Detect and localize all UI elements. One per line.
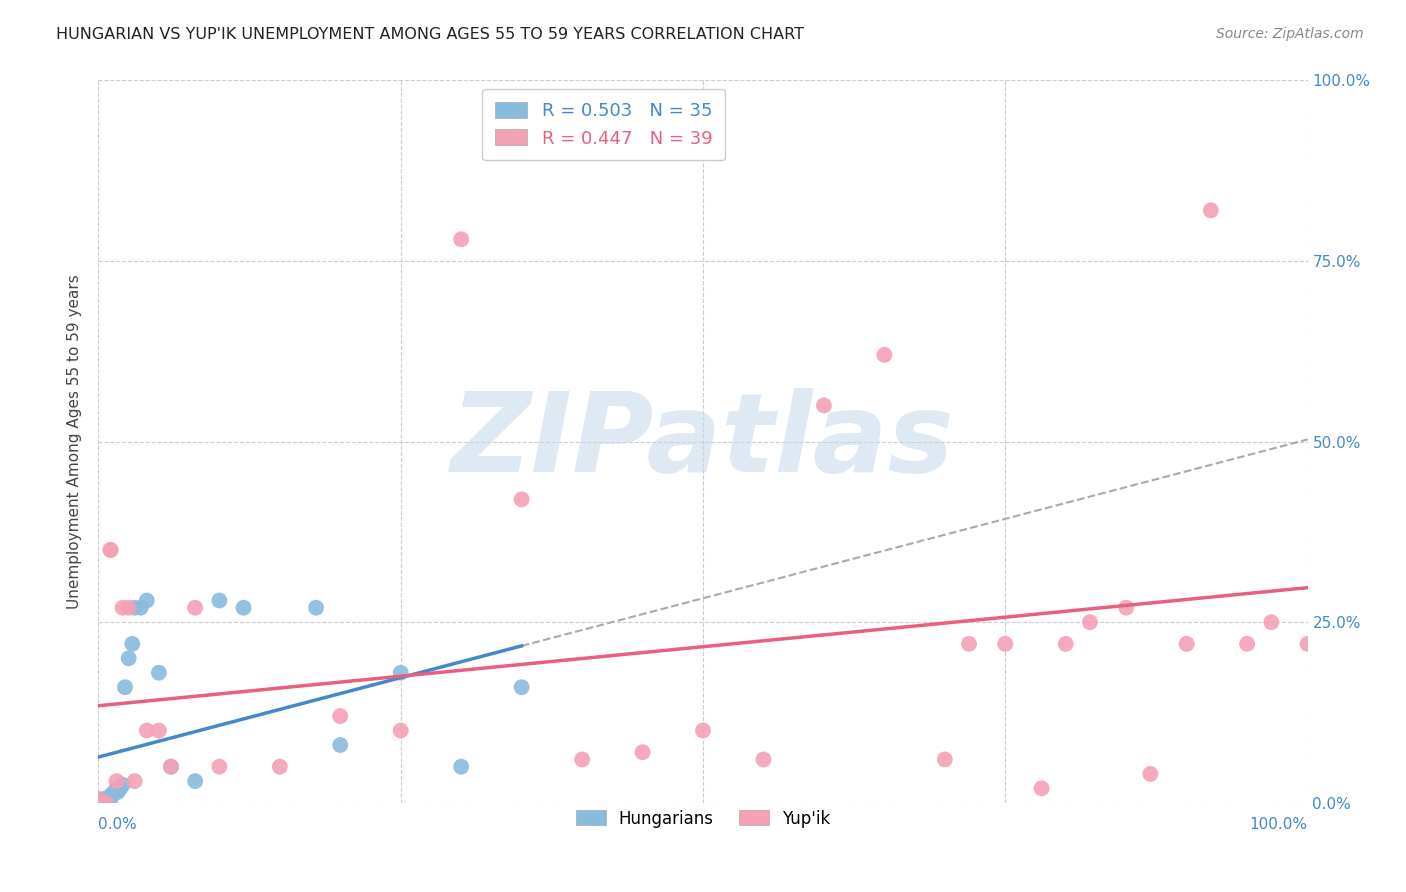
Point: [100, 542, 122, 557]
Text: HUNGARIAN VS YUP'IK UNEMPLOYMENT AMONG AGES 55 TO 59 YEARS CORRELATION CHART: HUNGARIAN VS YUP'IK UNEMPLOYMENT AMONG A…: [56, 27, 804, 42]
Point: [269, 760, 291, 774]
Point: [148, 665, 170, 680]
Point: [97, 792, 120, 806]
Point: [91, 794, 114, 808]
Point: [1236, 637, 1258, 651]
Point: [184, 600, 207, 615]
Point: [571, 752, 593, 766]
Point: [94, 792, 117, 806]
Point: [105, 774, 128, 789]
Point: [135, 723, 157, 738]
Point: [94, 796, 117, 810]
Point: [450, 232, 472, 246]
Point: [91, 796, 114, 810]
Point: [873, 348, 896, 362]
Point: [631, 745, 654, 759]
Point: [100, 542, 122, 557]
Point: [93, 793, 115, 807]
Point: [813, 398, 835, 412]
Point: [1175, 637, 1198, 651]
Point: [124, 600, 146, 615]
Point: [87, 796, 110, 810]
Point: [184, 774, 207, 789]
Text: ZIPatlas: ZIPatlas: [451, 388, 955, 495]
Point: [91, 794, 114, 808]
Point: [108, 781, 131, 796]
Point: [1139, 767, 1161, 781]
Point: [98, 790, 121, 805]
Text: 0.0%: 0.0%: [98, 817, 138, 832]
Point: [160, 760, 183, 774]
Point: [934, 752, 956, 766]
Point: [118, 600, 141, 615]
Point: [1054, 637, 1077, 651]
Point: [90, 795, 112, 809]
Point: [87, 792, 110, 806]
Point: [329, 709, 352, 723]
Legend: Hungarians, Yup'ik: Hungarians, Yup'ik: [569, 803, 837, 834]
Point: [389, 665, 412, 680]
Point: [1199, 203, 1222, 218]
Point: [89, 796, 111, 810]
Point: [160, 760, 183, 774]
Point: [103, 785, 125, 799]
Point: [389, 723, 412, 738]
Point: [208, 760, 231, 774]
Point: [1078, 615, 1101, 630]
Point: [101, 787, 124, 801]
Point: [1260, 615, 1282, 630]
Point: [148, 723, 170, 738]
Point: [305, 600, 328, 615]
Point: [111, 600, 134, 615]
Y-axis label: Unemployment Among Ages 55 to 59 years: Unemployment Among Ages 55 to 59 years: [67, 274, 83, 609]
Point: [121, 637, 143, 651]
Point: [752, 752, 775, 766]
Text: 100.0%: 100.0%: [1250, 817, 1308, 832]
Point: [118, 651, 141, 665]
Point: [510, 680, 533, 694]
Point: [105, 782, 128, 797]
Point: [1031, 781, 1053, 796]
Point: [111, 778, 134, 792]
Point: [329, 738, 352, 752]
Point: [1296, 637, 1319, 651]
Text: Source: ZipAtlas.com: Source: ZipAtlas.com: [1216, 27, 1364, 41]
Point: [510, 492, 533, 507]
Point: [100, 791, 122, 805]
Point: [91, 792, 114, 806]
Point: [232, 600, 254, 615]
Point: [1115, 600, 1137, 615]
Point: [96, 791, 118, 805]
Point: [107, 785, 129, 799]
Point: [114, 680, 136, 694]
Point: [994, 637, 1017, 651]
Point: [957, 637, 980, 651]
Point: [129, 600, 152, 615]
Point: [90, 796, 112, 810]
Point: [692, 723, 714, 738]
Point: [135, 593, 157, 607]
Point: [208, 593, 231, 607]
Point: [124, 774, 146, 789]
Point: [100, 789, 122, 803]
Point: [450, 760, 472, 774]
